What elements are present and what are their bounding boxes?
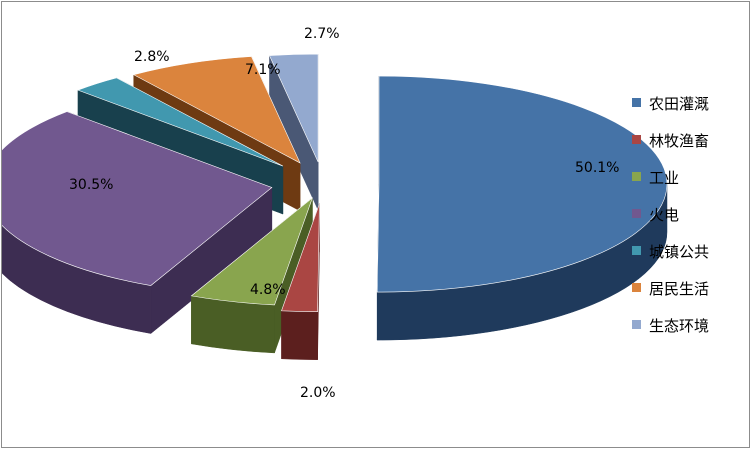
slice-农田灌溉	[376, 75, 668, 293]
legend-label-林牧渔畜: 林牧渔畜	[649, 132, 709, 150]
data-label-林牧渔畜: 2.0%	[300, 385, 336, 401]
legend-swatch-城镇公共	[632, 246, 641, 255]
legend-swatch-林牧渔畜	[632, 135, 641, 144]
legend-label-工业: 工业	[649, 169, 679, 187]
data-label-工业: 4.8%	[250, 282, 286, 298]
data-label-居民生活: 7.1%	[245, 62, 281, 78]
legend-swatch-工业	[632, 172, 641, 181]
data-label-生态环境: 2.7%	[304, 26, 340, 42]
slice-居民生活	[132, 56, 301, 164]
data-label-城镇公共: 2.8%	[134, 49, 170, 65]
data-labels: 50.1% 2.0% 4.8% 30.5% 2.8% 7.1% 2.7%	[69, 26, 619, 401]
legend-label-城镇公共: 城镇公共	[649, 243, 709, 261]
data-label-农田灌溉: 50.1%	[575, 160, 619, 176]
slice-工业	[190, 196, 314, 306]
legend-label-生态环境: 生态环境	[649, 317, 709, 335]
data-label-火电: 30.5%	[69, 177, 113, 193]
slice-side-林牧渔畜	[281, 310, 318, 360]
slice-林牧渔畜	[281, 203, 320, 313]
slice-生态环境	[269, 53, 319, 163]
slice-tops	[2, 53, 668, 313]
legend-label-农田灌溉: 农田灌溉	[649, 95, 709, 113]
legend-swatch-火电	[632, 209, 641, 218]
slice-城镇公共	[77, 77, 284, 167]
legend-label-居民生活: 居民生活	[649, 280, 709, 298]
slice-火电	[2, 111, 273, 286]
legend-swatch-生态环境	[632, 320, 641, 329]
legend-label-火电: 火电	[649, 206, 679, 224]
legend-swatch-农田灌溉	[632, 98, 641, 107]
legend-swatch-居民生活	[632, 283, 641, 292]
